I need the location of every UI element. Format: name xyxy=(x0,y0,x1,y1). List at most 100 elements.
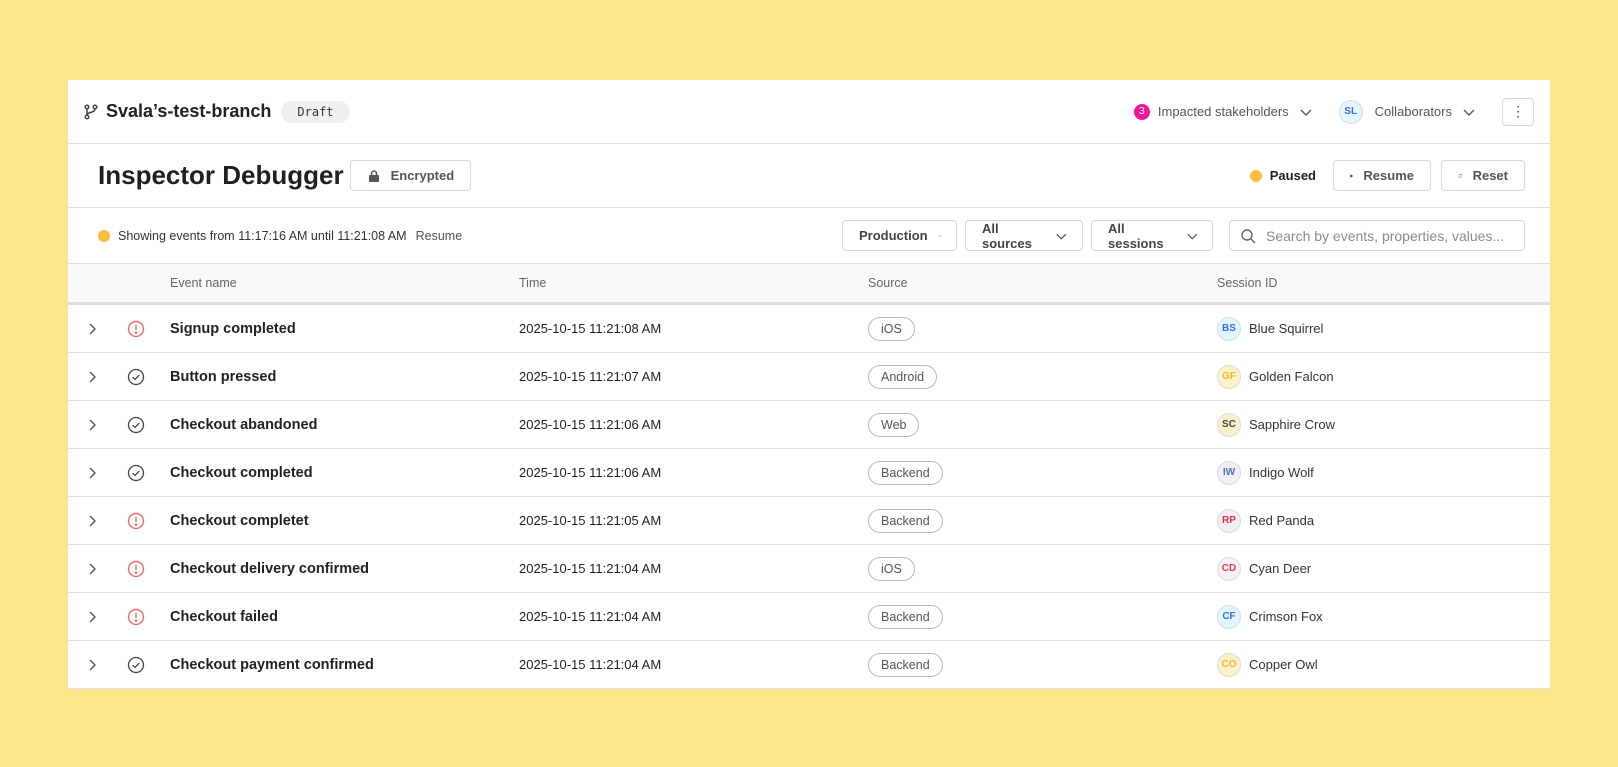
search-box[interactable] xyxy=(1229,220,1525,251)
showing-text: Showing events from 11:17:16 AM until 11… xyxy=(118,228,407,243)
table-row[interactable]: Checkout payment confirmed 2025-10-15 11:… xyxy=(68,641,1550,689)
app-window: Svala’s-test-branch Draft 3 Impacted sta… xyxy=(68,80,1550,689)
session-name: Golden Falcon xyxy=(1249,369,1334,384)
table-row[interactable]: Signup completed 2025-10-15 11:21:08 AM iO… xyxy=(68,305,1550,353)
source-badge: Backend xyxy=(868,460,943,485)
avatar: RP xyxy=(1217,508,1241,533)
check-circle-icon xyxy=(127,656,145,673)
column-session-id[interactable]: Session ID xyxy=(1217,276,1278,290)
avatar: BS xyxy=(1217,316,1241,341)
check-circle-icon xyxy=(127,464,145,481)
filter-bar: Showing events from 11:17:16 AM until 11… xyxy=(68,208,1550,264)
collaborators-dropdown[interactable]: SL Collaborators xyxy=(1338,99,1476,124)
chevron-right-icon[interactable] xyxy=(85,610,99,624)
table-row[interactable]: Checkout completet 2025-10-15 11:21:05 AM… xyxy=(68,497,1550,545)
event-time: 2025-10-15 11:21:08 AM xyxy=(519,321,662,336)
event-name: Button pressed xyxy=(170,368,277,385)
chevron-right-icon[interactable] xyxy=(85,562,99,576)
resume-button[interactable]: Resume xyxy=(1333,160,1431,191)
search-icon xyxy=(1241,228,1256,243)
sessions-value: All sessions xyxy=(1108,220,1164,251)
event-time: 2025-10-15 11:21:04 AM xyxy=(519,609,662,624)
chevron-down-icon xyxy=(938,234,942,237)
error-icon xyxy=(127,512,145,529)
check-circle-icon xyxy=(127,368,145,385)
table-row[interactable]: Checkout delivery confirmed 2025-10-15 11… xyxy=(68,545,1550,593)
column-time[interactable]: Time xyxy=(519,276,547,290)
source-badge: iOS xyxy=(868,556,915,581)
reset-label: Reset xyxy=(1472,168,1508,183)
event-name: Checkout completet xyxy=(170,512,309,529)
chevron-right-icon[interactable] xyxy=(85,370,99,384)
branch-name: Svala’s-test-branch xyxy=(106,101,272,121)
avatar: CO xyxy=(1217,652,1241,677)
chevron-right-icon[interactable] xyxy=(85,466,99,480)
chevron-right-icon[interactable] xyxy=(85,514,99,528)
event-name: Checkout completed xyxy=(170,464,313,481)
avatar: SL xyxy=(1338,99,1363,124)
event-time: 2025-10-15 11:21:06 AM xyxy=(519,417,662,432)
stakeholders-count-badge: 3 xyxy=(1133,103,1150,120)
git-branch-icon xyxy=(84,103,98,120)
event-time: 2025-10-15 11:21:07 AM xyxy=(519,369,662,384)
chevron-right-icon[interactable] xyxy=(85,658,99,672)
top-bar: Svala’s-test-branch Draft 3 Impacted sta… xyxy=(68,80,1550,144)
table-row[interactable]: Checkout abandoned 2025-10-15 11:21:06 AM… xyxy=(68,401,1550,449)
status-indicator: Paused xyxy=(1249,168,1316,183)
impacted-stakeholders-dropdown[interactable]: 3 Impacted stakeholders xyxy=(1133,103,1313,120)
check-circle-icon xyxy=(127,416,145,433)
table-body: Signup completed 2025-10-15 11:21:08 AM iO… xyxy=(68,305,1550,689)
more-options-button[interactable]: ⋮ xyxy=(1502,97,1534,126)
error-icon xyxy=(127,560,145,577)
lock-icon xyxy=(368,169,379,182)
chevron-down-icon xyxy=(1186,233,1197,240)
session-name: Blue Squirrel xyxy=(1249,321,1324,336)
search-input[interactable] xyxy=(1266,227,1514,244)
title-bar: Inspector Debugger Encrypted Paused Resu… xyxy=(68,144,1550,208)
event-name: Checkout abandoned xyxy=(170,416,318,433)
event-time: 2025-10-15 11:21:04 AM xyxy=(519,657,662,672)
session-name: Indigo Wolf xyxy=(1249,465,1314,480)
branch-status-badge: Draft xyxy=(281,100,350,123)
event-time: 2025-10-15 11:21:05 AM xyxy=(519,513,662,528)
session-name: Crimson Fox xyxy=(1249,609,1323,624)
event-time: 2025-10-15 11:21:04 AM xyxy=(519,561,662,576)
collaborators-label: Collaborators xyxy=(1374,104,1452,119)
error-icon xyxy=(127,608,145,625)
resume-link[interactable]: Resume xyxy=(415,228,463,243)
status-dot xyxy=(1249,169,1262,182)
table-row[interactable]: Checkout completed 2025-10-15 11:21:06 AM… xyxy=(68,449,1550,497)
table-row[interactable]: Button pressed 2025-10-15 11:21:07 AM Andr… xyxy=(68,353,1550,401)
event-name: Checkout payment confirmed xyxy=(170,656,374,673)
paused-dot xyxy=(98,229,110,242)
avatar: GF xyxy=(1217,364,1241,389)
event-name: Signup completed xyxy=(170,320,296,337)
chevron-down-icon xyxy=(1300,109,1312,116)
session-name: Copper Owl xyxy=(1249,657,1318,672)
encrypted-label: Encrypted xyxy=(390,168,455,183)
sources-select[interactable]: All sources xyxy=(965,220,1083,251)
error-icon xyxy=(127,320,145,337)
source-badge: Android xyxy=(868,364,938,389)
event-time: 2025-10-15 11:21:06 AM xyxy=(519,465,662,480)
column-event-name[interactable]: Event name xyxy=(170,276,237,290)
table-row[interactable]: Checkout failed 2025-10-15 11:21:04 AM Bac… xyxy=(68,593,1550,641)
avatar: SC xyxy=(1217,412,1241,437)
table-header: Event name Time Source Session ID xyxy=(68,264,1550,305)
source-badge: Backend xyxy=(868,508,943,533)
avatar: IW xyxy=(1217,460,1241,485)
kebab-icon: ⋮ xyxy=(1511,103,1525,119)
play-icon xyxy=(1350,173,1354,178)
source-badge: Web xyxy=(868,412,920,437)
sources-value: All sources xyxy=(982,220,1032,251)
status-label: Paused xyxy=(1269,168,1316,183)
environment-select[interactable]: Production xyxy=(842,220,957,251)
chevron-down-icon xyxy=(1056,233,1067,240)
reset-button[interactable]: Reset xyxy=(1441,160,1525,191)
source-badge: Backend xyxy=(868,652,943,677)
chevron-right-icon[interactable] xyxy=(85,418,99,432)
column-source[interactable]: Source xyxy=(868,276,908,290)
avatar: CF xyxy=(1217,604,1241,629)
sessions-select[interactable]: All sessions xyxy=(1091,220,1213,251)
chevron-right-icon[interactable] xyxy=(85,322,99,336)
